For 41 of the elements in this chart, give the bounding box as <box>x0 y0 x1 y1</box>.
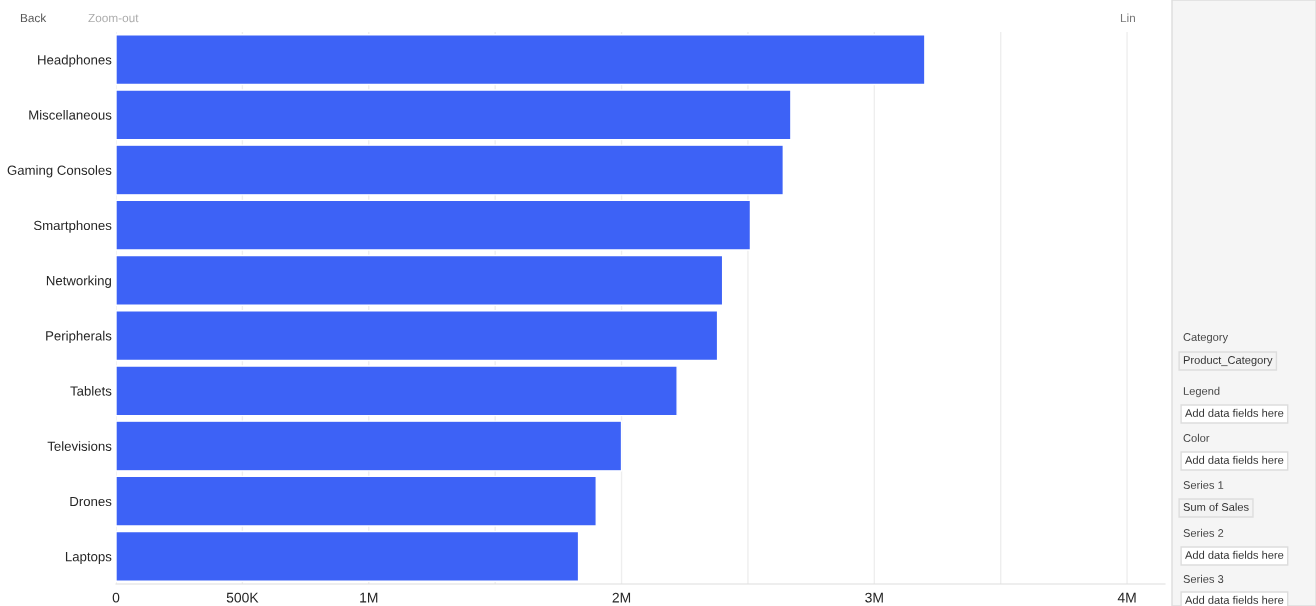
bar <box>116 34 926 86</box>
y-tick-label: Tablets <box>70 386 112 396</box>
x-tick-label: 500K <box>226 592 259 603</box>
bar <box>116 254 724 306</box>
x-tick-label: 0 <box>112 592 120 603</box>
bar <box>116 365 678 417</box>
x-tick-label: 3M <box>865 592 883 603</box>
text: Category <box>1183 333 1229 344</box>
bar <box>116 420 623 472</box>
bar <box>116 530 580 582</box>
text: Legend <box>1183 386 1220 398</box>
y-tick-label: Drones <box>70 496 112 507</box>
text: Back <box>20 13 47 23</box>
text: Sum of Sales <box>1183 502 1249 511</box>
x-tick-label: 2M <box>612 592 631 603</box>
y-tick-label: Miscellaneous <box>29 110 112 120</box>
y-tick-label: Gaming Consoles <box>7 165 112 178</box>
text: Add data fields here <box>1185 595 1284 604</box>
text: Add data fields here <box>1185 408 1284 417</box>
bar <box>116 475 597 527</box>
text: Zoom-out <box>88 13 139 23</box>
text: Lin <box>1120 13 1135 23</box>
x-tick-label: 1M <box>360 592 378 603</box>
y-tick-label: Televisions <box>47 441 112 451</box>
bar <box>116 144 785 196</box>
bar <box>116 199 752 251</box>
bar <box>116 310 719 362</box>
y-tick-label: Peripherals <box>46 330 112 344</box>
y-tick-label: Smartphones <box>33 220 112 233</box>
text: Color <box>1183 433 1210 442</box>
x-tick-label: 4M <box>1117 592 1136 603</box>
text: Series 2 <box>1183 528 1224 537</box>
bar <box>116 89 792 141</box>
y-tick-label: Laptops <box>65 552 112 564</box>
text: Series 3 <box>1183 574 1224 583</box>
y-tick-label: Networking <box>46 275 111 288</box>
y-tick-label: Headphones <box>38 54 112 68</box>
text: Series 1 <box>1183 480 1224 489</box>
text: Add data fields here <box>1185 550 1284 559</box>
text: Add data fields here <box>1185 455 1284 464</box>
text: Product_Category <box>1183 355 1273 367</box>
